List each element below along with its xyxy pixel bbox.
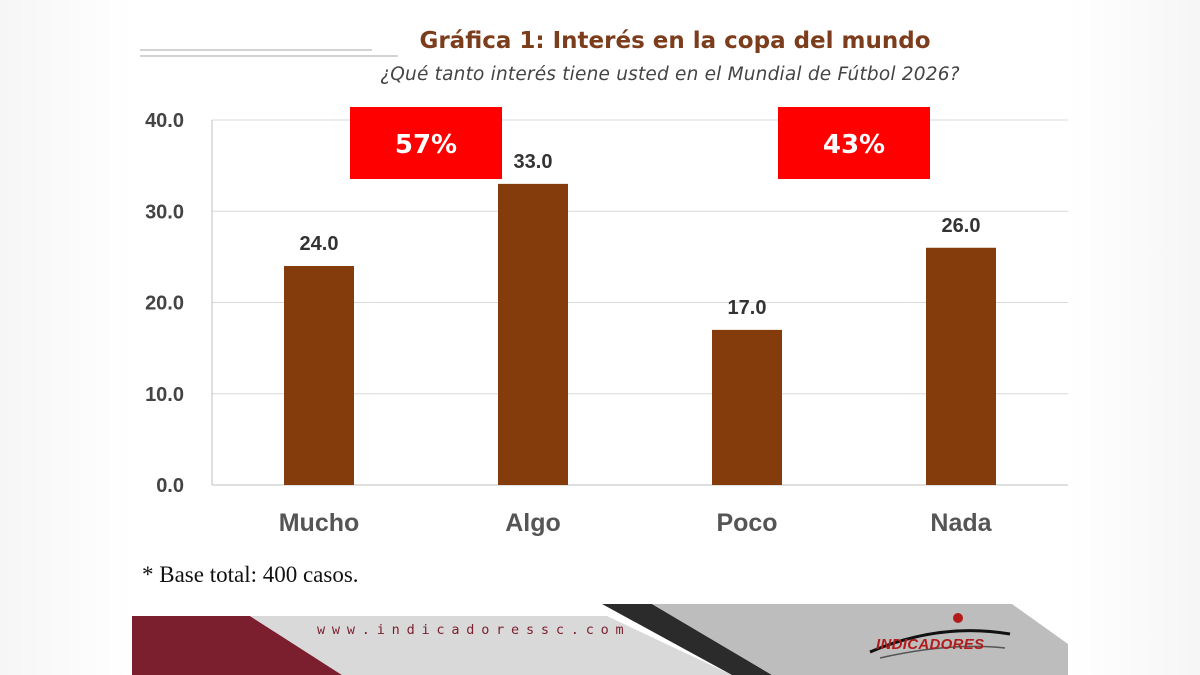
y-tick-label: 10.0	[145, 384, 184, 406]
data-label: 26.0	[942, 215, 981, 237]
x-tick-label: Poco	[716, 509, 777, 537]
data-label: 33.0	[514, 151, 553, 173]
percentage-callout-label: 57%	[395, 130, 457, 160]
percentage-callout-label: 43%	[823, 130, 885, 160]
percentage-callout-box	[350, 107, 502, 179]
y-tick-label: 30.0	[145, 201, 184, 223]
decorative-line	[140, 49, 372, 51]
footer-band	[132, 604, 1068, 675]
y-tick-label: 0.0	[156, 475, 184, 497]
bar-mucho	[284, 266, 354, 485]
data-label: 17.0	[728, 297, 767, 319]
slide: Gráfica 1: Interés en la copa del mundo …	[132, 0, 1068, 675]
indicadores-logo-icon	[869, 613, 1011, 659]
right-margin	[1068, 0, 1200, 675]
bar-poco	[712, 329, 782, 485]
y-tick-label: 40.0	[145, 110, 184, 132]
bar-nada	[926, 247, 996, 485]
x-tick-label: Nada	[930, 509, 992, 537]
base-note: * Base total: 400 casos.	[142, 562, 359, 587]
decorative-line	[140, 55, 398, 57]
website-link[interactable]: www.indicadoressc.com	[317, 622, 631, 638]
chart-subtitle: ¿Qué tanto interés tiene usted en el Mun…	[380, 64, 960, 85]
percentage-callout-box	[778, 107, 930, 179]
bar-chart: 0.0 10.0 20.0 30.0 40.0 24.0 Mucho 33.0 Algo 17.0…	[145, 107, 1068, 537]
y-tick-label: 20.0	[145, 293, 184, 315]
data-label: 24.0	[300, 233, 339, 255]
logo-text: INDICADORES	[876, 636, 985, 653]
x-tick-label: Algo	[505, 509, 561, 537]
left-margin	[0, 0, 132, 675]
x-tick-label: Mucho	[279, 509, 360, 537]
chart-title: Gráfica 1: Interés en la copa del mundo	[419, 28, 931, 54]
bar-algo	[498, 183, 568, 485]
